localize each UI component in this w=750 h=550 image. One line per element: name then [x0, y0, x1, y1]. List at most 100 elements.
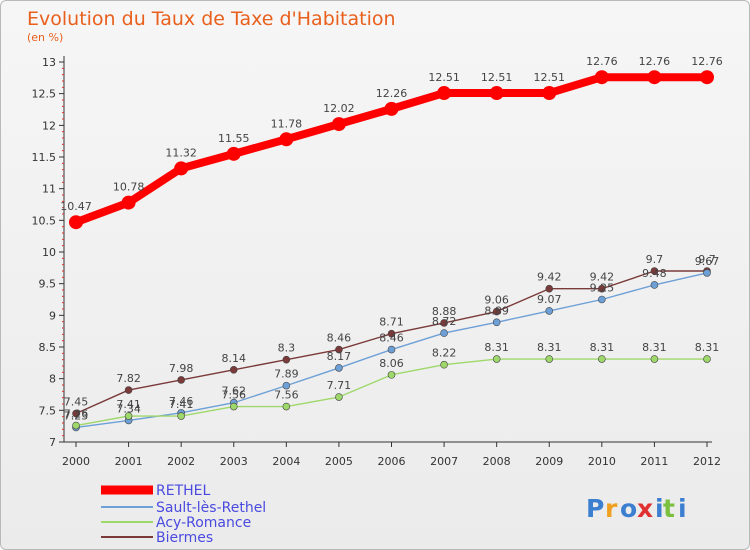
data-label: 7.23	[64, 409, 89, 422]
data-point	[650, 267, 659, 275]
data-label: 8.31	[695, 341, 720, 354]
data-label: 7.82	[116, 372, 141, 385]
brand-letter-t: t	[663, 494, 675, 523]
data-point	[387, 345, 396, 354]
brand-letter-p: P	[586, 494, 604, 523]
data-label: 11.55	[218, 132, 250, 145]
data-point	[229, 402, 238, 411]
brand-letter-o: o	[620, 494, 637, 523]
data-label: 9.67	[695, 255, 720, 268]
data-point	[647, 70, 662, 85]
y-ticks: 7 7.5 8 8.5 9 9.5 10 10.5 11 11.5 12 12.5 13	[32, 56, 64, 449]
y-tick-label: 12	[42, 119, 56, 132]
data-point	[703, 269, 711, 277]
data-label: 8.88	[432, 305, 457, 318]
data-label: 9.7	[698, 253, 716, 266]
data-point	[282, 381, 291, 390]
data-label: 10.47	[60, 200, 92, 213]
x-tick-label: 2011	[640, 455, 668, 468]
legend-label-3: Biermes	[156, 530, 213, 546]
data-point	[72, 421, 80, 430]
data-label: 7.98	[169, 362, 194, 375]
data-label: 9.42	[537, 271, 562, 284]
data-point	[492, 307, 501, 316]
y-tick-label: 11.5	[32, 151, 57, 164]
data-point	[387, 371, 396, 379]
data-point	[124, 386, 133, 394]
data-label: 8.46	[327, 332, 352, 345]
data-label: 9.06	[484, 294, 509, 307]
data-label: 12.51	[428, 71, 460, 84]
data-point	[598, 284, 606, 293]
data-point	[594, 70, 609, 85]
legend-label-0: RETHEL	[156, 483, 210, 499]
data-point	[335, 345, 343, 354]
data-point	[226, 146, 241, 161]
data-label: 7.26	[64, 408, 89, 421]
x-tick-label: 2009	[535, 455, 563, 468]
data-point	[492, 355, 501, 363]
data-label: 7.46	[169, 395, 194, 408]
data-label: 8.89	[484, 304, 509, 317]
data-label: 9.07	[537, 293, 562, 306]
data-label: 7.62	[222, 385, 247, 398]
data-point	[545, 355, 554, 363]
data-point	[177, 412, 185, 420]
x-tick-label: 2007	[430, 455, 458, 468]
data-point	[282, 402, 291, 411]
data-point	[598, 355, 606, 363]
data-label: 12.02	[323, 102, 355, 115]
data-point	[124, 412, 133, 420]
data-point	[650, 355, 659, 363]
data-label: 9.42	[590, 271, 615, 284]
x-tick-label: 2003	[220, 455, 248, 468]
y-tick-label: 12.5	[32, 88, 57, 101]
data-point	[440, 360, 448, 369]
brand-letter-r: r	[605, 494, 618, 523]
y-tick-label: 10.5	[32, 214, 57, 227]
series-layer	[69, 70, 714, 432]
data-label: 7.45	[64, 396, 89, 409]
data-label: 9.48	[642, 267, 667, 280]
y-tick-label: 8.5	[39, 341, 57, 354]
data-point	[384, 101, 399, 116]
data-label: 8.31	[484, 341, 509, 354]
data-label: 7.89	[274, 368, 299, 381]
brand-letter-i2: i	[678, 494, 687, 523]
x-tick-label: 2010	[588, 455, 616, 468]
data-label: 7.56	[222, 389, 247, 402]
data-label: 8.3	[278, 342, 296, 355]
data-point	[229, 365, 238, 374]
data-point	[282, 355, 291, 364]
data-point	[489, 86, 504, 101]
data-point	[598, 295, 606, 304]
x-tick-label: 2004	[272, 455, 300, 468]
data-label: 7.56	[274, 389, 299, 402]
y-tick-label: 7.5	[39, 404, 57, 417]
chart-subtitle: (en %)	[27, 31, 63, 44]
data-point	[174, 161, 189, 176]
chart-title: Evolution du Taux de Taxe d'Habitation	[27, 8, 396, 30]
data-label: 12.51	[534, 71, 566, 84]
legend-label-2: Acy-Romance	[156, 515, 251, 531]
x-tick-label: 2006	[378, 455, 406, 468]
data-label: 8.46	[379, 332, 404, 345]
data-label: 11.32	[165, 146, 197, 159]
x-tick-label: 2005	[325, 455, 353, 468]
data-label: 8.72	[432, 315, 457, 328]
x-ticks: 2000 2001 2002 2003 2004 2005 2006 2007 2008 2009…	[62, 442, 721, 468]
data-label: 9.25	[590, 282, 615, 295]
y-tick-label: 11	[42, 183, 56, 196]
data-point	[72, 409, 80, 418]
data-point	[121, 195, 136, 210]
y-tick-label: 8	[49, 373, 56, 386]
labels-layer: 7.457.827.988.148.38.468.718.889.069.42 9…	[60, 55, 723, 422]
x-tick-label: 2002	[167, 455, 195, 468]
x-tick-label: 2001	[115, 455, 143, 468]
data-label: 10.78	[113, 181, 145, 194]
data-label: 8.06	[379, 357, 404, 370]
data-label: 7.34	[116, 402, 141, 415]
